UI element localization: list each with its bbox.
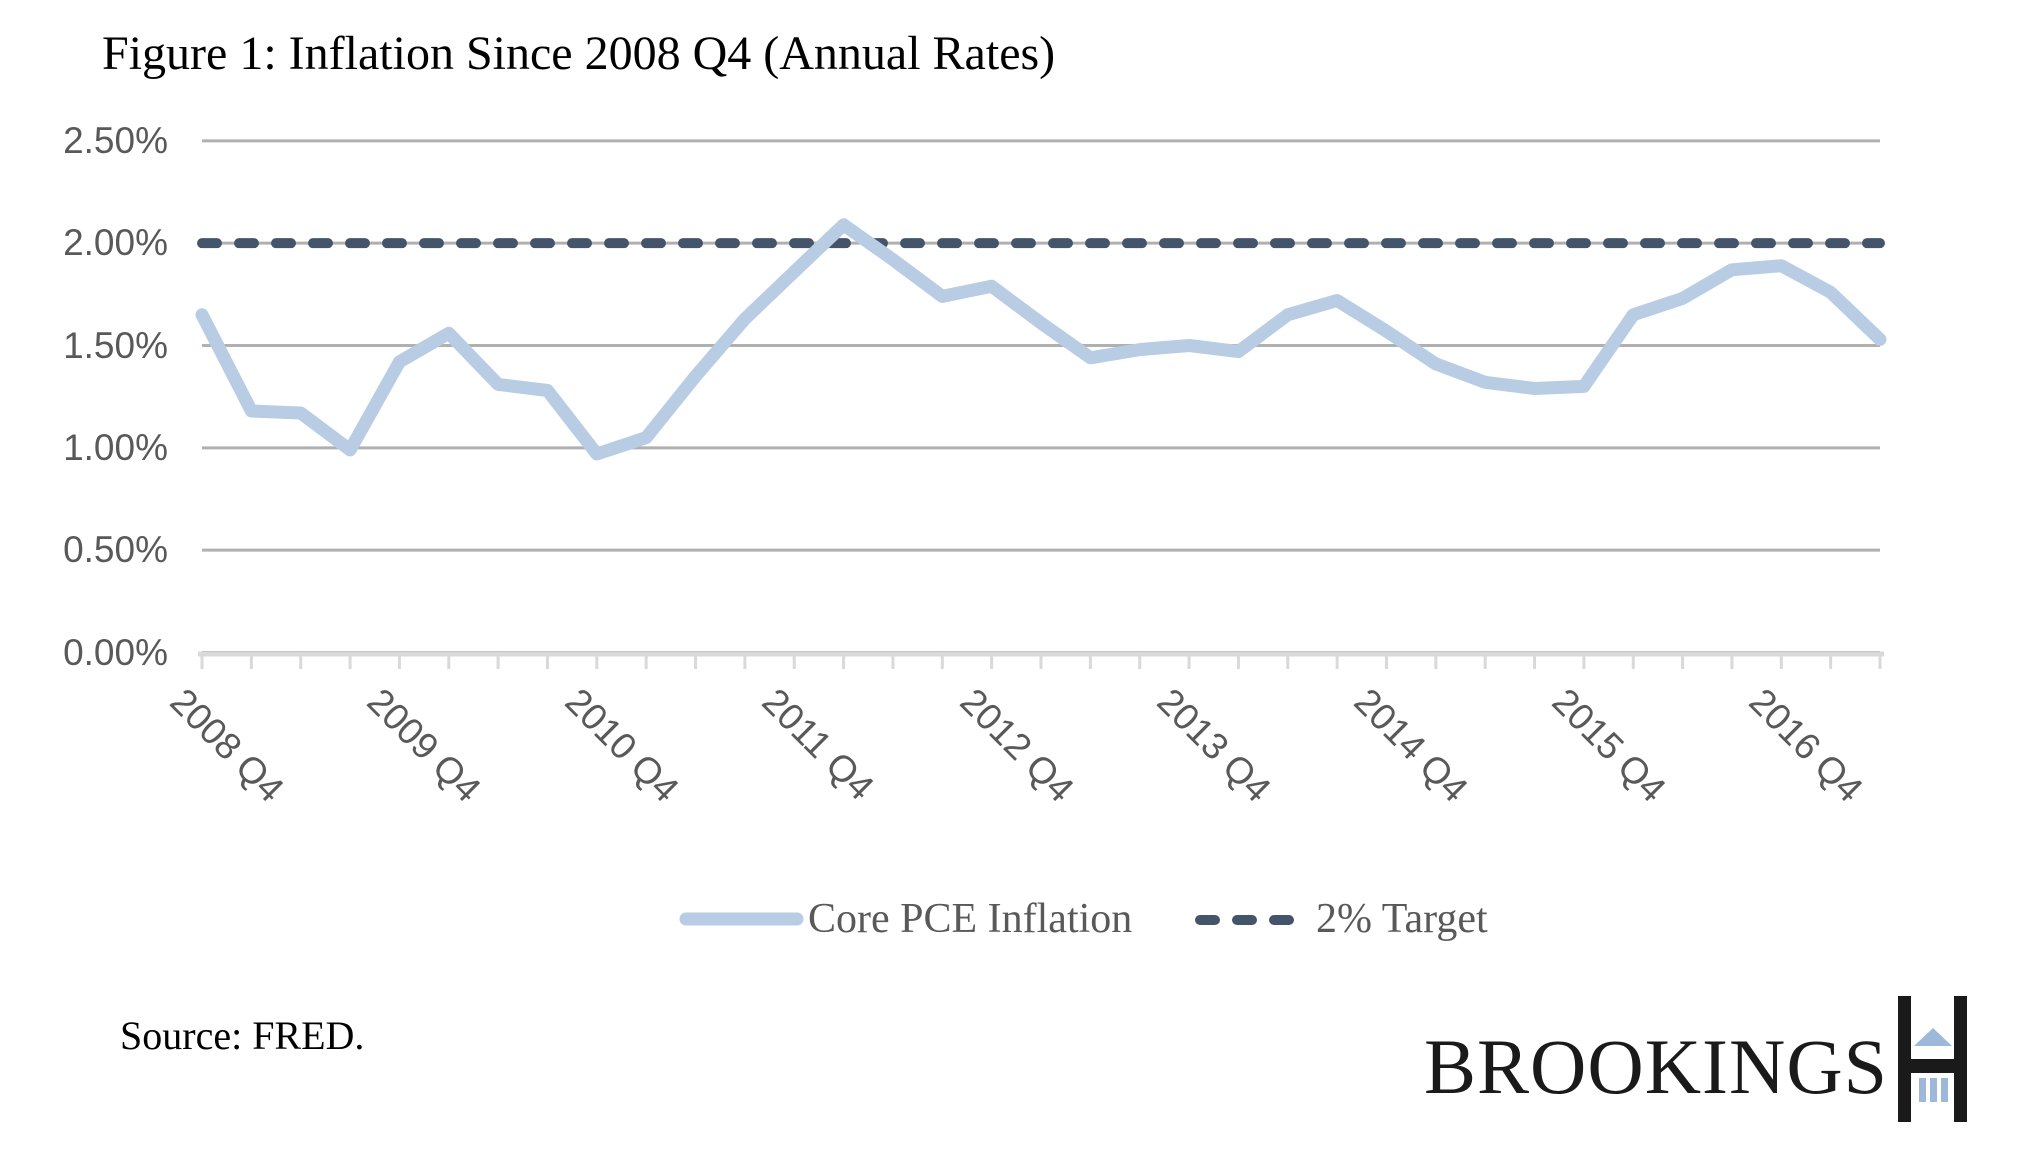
y-axis-label: 0.50%: [63, 529, 168, 571]
x-axis: [198, 651, 1884, 669]
logo-column-2: [1930, 1078, 1937, 1102]
source-note: Source: FRED.: [120, 1013, 365, 1058]
y-axis-label: 2.00%: [63, 222, 168, 264]
y-axis-label: 1.50%: [63, 324, 168, 366]
gridlines: [202, 139, 1880, 654]
brookings-wordmark: BROOKINGS: [1424, 1023, 1889, 1110]
core-pce-line: [195, 218, 1887, 461]
logo-column-1: [1919, 1078, 1926, 1102]
logo-crossbar: [1898, 1059, 1967, 1073]
legend-target-label: 2% Target: [1316, 896, 1488, 942]
y-axis-label: 2.50%: [63, 119, 168, 161]
y-axis-label: 1.00%: [63, 426, 168, 468]
y-axis-label: 0.00%: [63, 631, 168, 673]
legend-pce-label: Core PCE Inflation: [808, 896, 1133, 942]
chart-title: Figure 1: Inflation Since 2008 Q4 (Annua…: [102, 27, 1056, 80]
pediment-icon: [1914, 1028, 1952, 1046]
logo-column-3: [1941, 1078, 1948, 1102]
